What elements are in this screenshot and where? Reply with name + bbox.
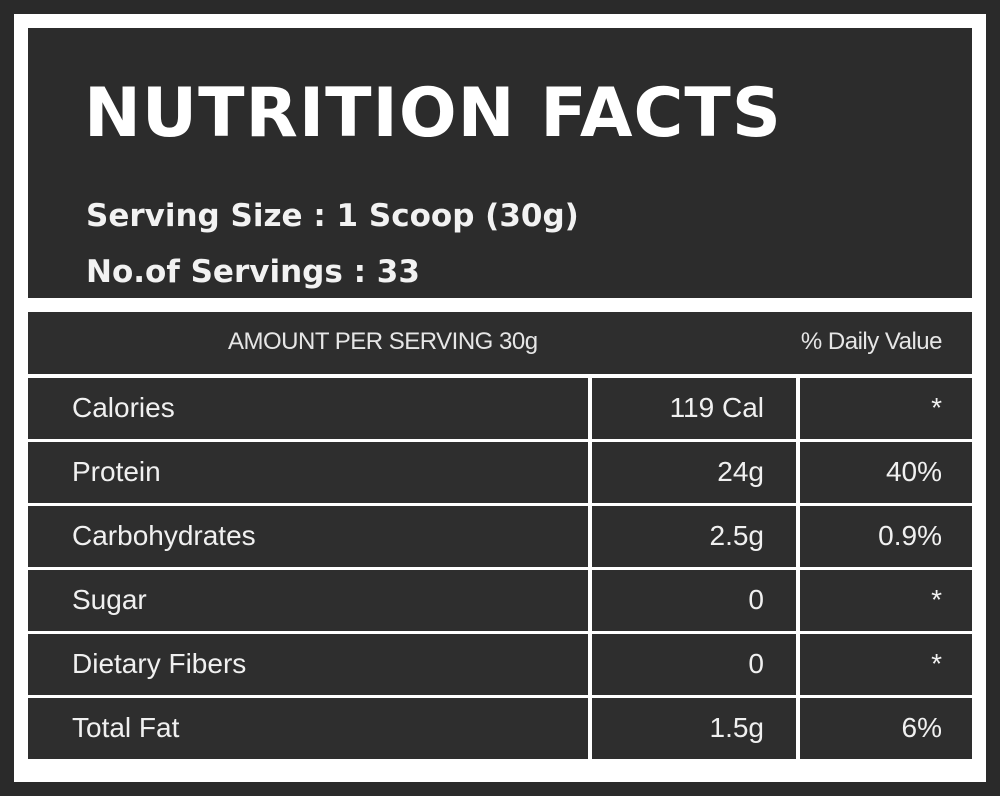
nutrition-table: AMOUNT PER SERVING 30g % Daily Value Cal… bbox=[28, 312, 972, 768]
nutrient-daily-value: * bbox=[931, 648, 942, 679]
daily-value-cell: * bbox=[800, 570, 972, 631]
nutrient-daily-value: 6% bbox=[901, 712, 942, 743]
nutrient-amount: 0 bbox=[748, 584, 764, 615]
nutrient-amount: 1.5g bbox=[709, 712, 765, 743]
table-row: Sugar 0 * bbox=[28, 570, 972, 631]
servings-count: No.of Servings : 33 bbox=[86, 254, 420, 290]
nutrient-daily-value: * bbox=[931, 584, 942, 615]
nutrient-amount: 0 bbox=[748, 648, 764, 679]
nutrient-name: Sugar bbox=[72, 584, 147, 615]
nutrient-cell: Protein bbox=[28, 442, 588, 503]
nutrient-name: Calories bbox=[72, 392, 175, 423]
amount-cell: 0 bbox=[592, 634, 796, 695]
daily-value-cell: 40% bbox=[800, 442, 972, 503]
nutrient-name: Total Fat bbox=[72, 712, 180, 743]
nutrient-daily-value: 0.9% bbox=[878, 520, 942, 551]
nutrient-cell: Sugar bbox=[28, 570, 588, 631]
amount-cell: 2.5g bbox=[592, 506, 796, 567]
amount-cell: 24g bbox=[592, 442, 796, 503]
daily-value-cell: 0.9% bbox=[800, 506, 972, 567]
nutrient-name: Carbohydrates bbox=[72, 520, 256, 551]
nutrient-cell: Dietary Fibers bbox=[28, 634, 588, 695]
nutrient-name: Protein bbox=[72, 456, 161, 487]
daily-value-cell: * bbox=[800, 634, 972, 695]
table-row: Total Fat 1.5g 6% bbox=[28, 698, 972, 759]
table-row: Protein 24g 40% bbox=[28, 442, 972, 503]
nutrient-daily-value: 40% bbox=[885, 456, 942, 487]
table-row: Calories 119 Cal * bbox=[28, 378, 972, 439]
header-panel: NUTRITION FACTS Serving Size : 1 Scoop (… bbox=[28, 28, 972, 298]
amount-cell: 1.5g bbox=[592, 698, 796, 759]
amount-cell: 119 Cal bbox=[592, 378, 796, 439]
nutrient-cell: Total Fat bbox=[28, 698, 588, 759]
nutrient-amount: 24g bbox=[717, 456, 764, 487]
table-row: Dietary Fibers 0 * bbox=[28, 634, 972, 695]
nutrient-cell: Carbohydrates bbox=[28, 506, 588, 567]
table-row: Carbohydrates 2.5g 0.9% bbox=[28, 506, 972, 567]
daily-value-cell: * bbox=[800, 378, 972, 439]
nutrient-amount: 2.5g bbox=[709, 520, 765, 551]
page-title: NUTRITION FACTS bbox=[84, 74, 782, 153]
table-body: Calories 119 Cal * Protein 24g 40% Carbo… bbox=[28, 378, 972, 762]
amount-per-serving-header: AMOUNT PER SERVING 30g bbox=[228, 328, 538, 355]
nutrient-cell: Calories bbox=[28, 378, 588, 439]
serving-size: Serving Size : 1 Scoop (30g) bbox=[86, 198, 579, 234]
amount-cell: 0 bbox=[592, 570, 796, 631]
nutrient-name: Dietary Fibers bbox=[72, 648, 247, 679]
nutrient-daily-value: * bbox=[931, 392, 942, 423]
daily-value-header: % Daily Value bbox=[800, 328, 943, 355]
table-header-row: AMOUNT PER SERVING 30g % Daily Value bbox=[28, 312, 972, 374]
label-frame: NUTRITION FACTS Serving Size : 1 Scoop (… bbox=[14, 14, 986, 782]
nutrient-amount: 119 Cal bbox=[669, 392, 764, 423]
daily-value-cell: 6% bbox=[800, 698, 972, 759]
